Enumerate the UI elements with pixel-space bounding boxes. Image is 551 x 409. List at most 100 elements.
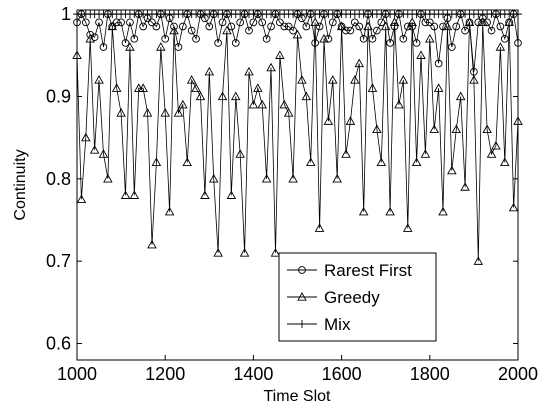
data-point-greedy [341, 149, 351, 158]
x-tick-label: 1000 [57, 364, 97, 384]
data-point-greedy [402, 223, 413, 232]
data-point-rarest-first [81, 18, 90, 27]
data-point-rarest-first [386, 39, 394, 47]
x-tick-label: 2000 [498, 364, 538, 384]
data-point-greedy [94, 75, 104, 84]
data-point-greedy [253, 83, 263, 92]
data-point-rarest-first [280, 22, 289, 31]
data-point-greedy [89, 145, 100, 154]
data-point-rarest-first [214, 39, 222, 47]
data-point-rarest-first [267, 22, 275, 31]
data-point-rarest-first [95, 18, 103, 27]
data-point-rarest-first [112, 18, 121, 27]
data-point-greedy [376, 157, 387, 167]
data-point-greedy [275, 50, 285, 59]
data-point-greedy [208, 173, 219, 183]
y-tick-label: 0.7 [46, 251, 71, 271]
legend-marker-greedy [297, 292, 307, 301]
data-point-rarest-first [236, 18, 245, 27]
legend-marker-rarest-first [298, 266, 306, 274]
data-point-rarest-first [73, 18, 81, 27]
data-point-greedy [129, 190, 140, 199]
data-point-rarest-first [403, 22, 412, 31]
data-point-greedy [270, 248, 281, 257]
data-point-rarest-first [205, 22, 214, 31]
data-point-greedy [279, 99, 290, 109]
data-point-rarest-first [284, 22, 293, 31]
data-point-greedy [235, 149, 245, 158]
data-point-rarest-first [178, 22, 187, 31]
data-point-greedy [336, 21, 347, 31]
data-point-rarest-first [121, 39, 130, 47]
data-point-greedy [455, 91, 466, 101]
data-point-rarest-first [359, 34, 368, 43]
data-point-greedy [438, 206, 448, 216]
data-point-greedy [283, 108, 294, 117]
data-point-greedy [164, 206, 175, 216]
data-point-greedy [72, 50, 82, 59]
x-tick-label: 1600 [322, 364, 362, 384]
data-point-greedy [125, 42, 135, 51]
data-point-greedy [477, 17, 488, 27]
data-point-greedy [486, 149, 497, 158]
data-point-greedy [257, 99, 267, 109]
y-tick-label: 0.8 [46, 169, 71, 189]
data-point-greedy [433, 83, 444, 92]
data-point-rarest-first [245, 26, 253, 35]
data-point-greedy [429, 124, 439, 134]
data-point-rarest-first [152, 22, 161, 31]
legend-label-rarest-first: Rarest First [324, 261, 412, 280]
y-tick-label: 0.9 [46, 86, 71, 106]
data-point-greedy [160, 108, 170, 117]
data-point-greedy [266, 62, 276, 72]
legend-entries: Rarest First Greedy Mix [287, 261, 412, 334]
data-point-rarest-first [302, 22, 311, 31]
legend: Rarest First Greedy Mix [278, 252, 437, 342]
data-point-greedy [116, 108, 126, 117]
data-point-rarest-first [355, 22, 364, 31]
data-point-greedy [111, 83, 122, 92]
data-point-greedy [358, 206, 369, 216]
data-point-greedy [416, 50, 426, 59]
data-point-rarest-first [161, 34, 170, 43]
data-point-mix [514, 10, 522, 19]
legend-marker-mix [298, 320, 306, 328]
data-point-greedy [178, 99, 188, 109]
data-point-greedy [332, 173, 342, 183]
data-point-greedy [464, 17, 475, 27]
data-point-greedy [107, 21, 118, 31]
data-point-rarest-first [249, 18, 258, 27]
axis-ticks: 1000 1200 1400 1600 1800 2000 0.6 0.7 0.8 0.9 1 [46, 4, 538, 384]
data-point-greedy [173, 108, 184, 117]
data-point-rarest-first [377, 18, 386, 27]
data-point-greedy [191, 83, 201, 92]
data-point-rarest-first [227, 22, 236, 31]
data-point-greedy [350, 75, 360, 84]
data-point-greedy [186, 75, 197, 84]
data-point-rarest-first [117, 18, 125, 27]
data-point-greedy [425, 33, 435, 43]
data-point-greedy [323, 116, 334, 125]
data-point-greedy [151, 157, 162, 167]
data-point-greedy [103, 173, 113, 183]
data-point-greedy [460, 182, 470, 191]
data-point-greedy [491, 140, 501, 150]
data-point-rarest-first [170, 22, 178, 31]
data-point-greedy [473, 256, 484, 265]
data-point-greedy [310, 17, 320, 27]
data-point-greedy [230, 91, 241, 101]
y-tick-label: 1 [61, 4, 71, 24]
data-point-greedy [398, 75, 409, 84]
data-point-greedy [182, 157, 193, 167]
data-point-rarest-first [421, 18, 430, 27]
data-point-rarest-first [130, 34, 139, 43]
data-point-greedy [76, 194, 87, 204]
data-point-rarest-first [487, 26, 496, 35]
data-point-greedy [363, 21, 373, 31]
data-point-rarest-first [350, 18, 359, 27]
data-point-rarest-first [425, 18, 434, 27]
data-point-rarest-first [500, 34, 509, 43]
x-tick-label: 1800 [410, 364, 450, 384]
data-point-rarest-first [430, 22, 439, 31]
data-point-greedy [226, 190, 237, 199]
